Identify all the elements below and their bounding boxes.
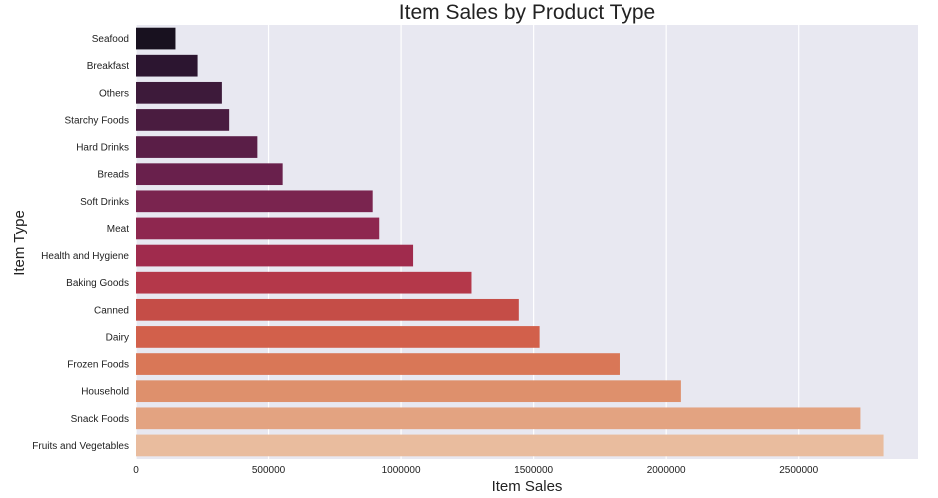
y-axis-label: Item Type xyxy=(11,210,28,276)
bar-snack-foods xyxy=(136,407,861,430)
y-tick-labels: Seafood Breakfast Others Starchy Foods Hard … xyxy=(32,34,129,452)
bar-health-and-hygiene xyxy=(136,244,414,267)
y-tick-label: Breads xyxy=(97,170,129,181)
bar-others xyxy=(136,81,222,104)
y-tick-label: Fruits and Vegetables xyxy=(32,441,129,452)
y-tick-label: Snack Foods xyxy=(71,414,129,425)
bar-hard-drinks xyxy=(136,136,258,158)
y-tick-label: Meat xyxy=(107,224,129,235)
y-tick-label: Hard Drinks xyxy=(76,143,129,154)
bar-fruits-and-vegetables xyxy=(136,434,884,457)
y-tick-label: Soft Drinks xyxy=(80,197,129,208)
y-tick-label: Others xyxy=(99,88,129,99)
x-tick-label: 2500000 xyxy=(779,465,818,476)
y-tick-label: Seafood xyxy=(92,34,129,45)
bar-breads xyxy=(136,163,283,186)
y-tick-label: Frozen Foods xyxy=(67,360,129,371)
y-tick-label: Canned xyxy=(94,305,129,316)
bar-starchy-foods xyxy=(136,109,230,131)
x-tick-label: 1500000 xyxy=(514,465,553,476)
x-tick-label: 2000000 xyxy=(647,465,686,476)
bar-frozen-foods xyxy=(136,353,620,375)
chart-title: Item Sales by Product Type xyxy=(399,1,655,24)
bars xyxy=(136,27,884,457)
y-tick-label: Baking Goods xyxy=(66,278,129,289)
x-tick-labels: 0 500000 1000000 1500000 2000000 2500000 xyxy=(133,465,818,476)
x-tick-label: 1000000 xyxy=(382,465,421,476)
bar-breakfast xyxy=(136,54,198,77)
bar-meat xyxy=(136,217,380,240)
x-tick-label: 0 xyxy=(133,465,139,476)
bar-seafood xyxy=(136,27,176,50)
y-tick-label: Dairy xyxy=(106,332,129,343)
x-axis-label: Item Sales xyxy=(492,478,563,495)
x-tick-label: 500000 xyxy=(252,465,286,476)
y-tick-label: Breakfast xyxy=(87,61,129,72)
bar-soft-drinks xyxy=(136,190,373,213)
bar-household xyxy=(136,380,681,403)
y-tick-label: Household xyxy=(81,387,129,398)
bar-canned xyxy=(136,298,519,321)
bar-dairy xyxy=(136,326,540,348)
y-tick-label: Starchy Foods xyxy=(65,115,129,126)
y-tick-label: Health and Hygiene xyxy=(41,251,129,262)
bar-baking-goods xyxy=(136,271,472,294)
